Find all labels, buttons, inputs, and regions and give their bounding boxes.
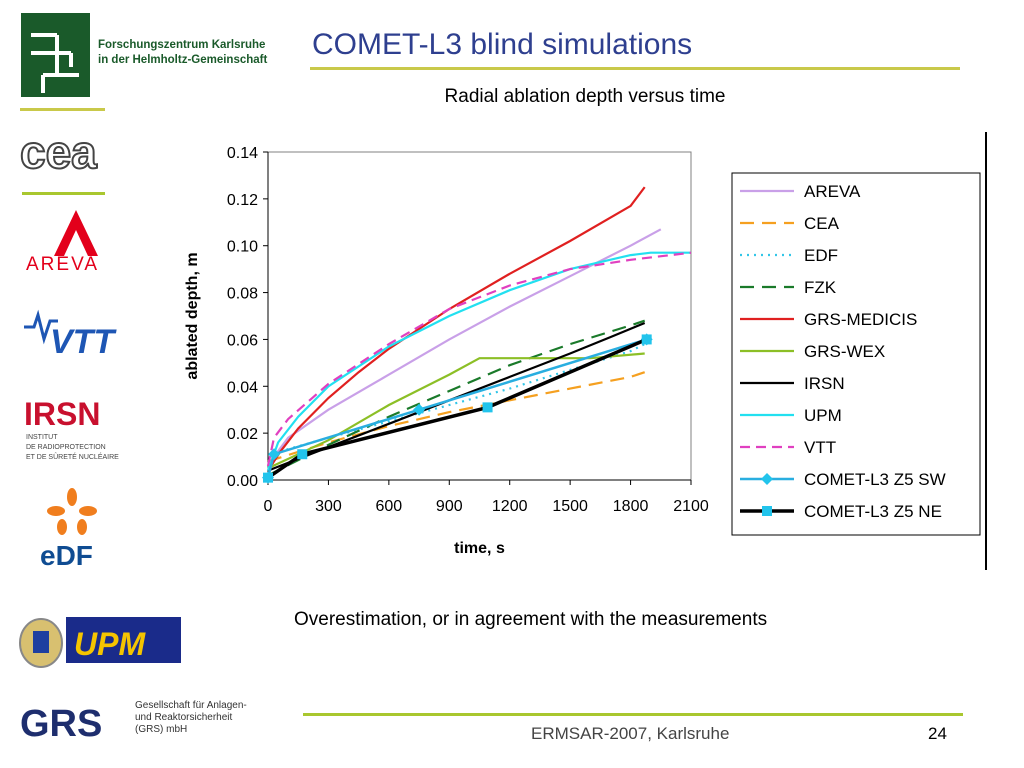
x-tick-label: 0 [264, 498, 273, 515]
x-tick-label: 2100 [673, 498, 709, 515]
chart-title: Radial ablation depth versus time [444, 86, 726, 107]
edf-logo-text: eDF [40, 540, 93, 569]
title-underline [310, 67, 960, 70]
legend-label-comet-l3-z5-sw: COMET-L3 Z5 SW [804, 470, 946, 489]
x-tick-label: 900 [436, 498, 463, 515]
legend-marker [762, 506, 772, 516]
marker-comet-l3-z5-ne [641, 334, 652, 345]
fzk-logo [21, 13, 90, 97]
y-tick-label: 0.10 [227, 239, 258, 256]
legend-label-grs-wex: GRS-WEX [804, 342, 885, 361]
areva-logo-text: AREVA [26, 254, 99, 274]
series-line-upm [266, 251, 691, 471]
grs-line1: Gesellschaft für Anlagen- [135, 700, 247, 711]
marker-comet-l3-z5-ne [482, 402, 493, 413]
y-tick-label: 0.02 [227, 426, 258, 443]
vtt-logo: VTT [22, 305, 148, 362]
fzk-line1: Forschungszentrum Karlsruhe [98, 39, 266, 51]
y-tick-label: 0.14 [227, 145, 258, 162]
areva-logo: AREVA [24, 208, 130, 279]
legend-label-grs-medicis: GRS-MEDICIS [804, 310, 917, 329]
marker-comet-l3-z5-ne [297, 449, 308, 460]
series-line-fzk [267, 319, 646, 477]
cea-logo: cea [19, 125, 110, 179]
grs-logo: GRS [20, 698, 115, 747]
green-divider [22, 192, 105, 195]
upm-logo-text: UPM [74, 626, 146, 662]
irsn-logo: IRSN INSTITUT DE RADIOPROTECTION ET DE S… [24, 393, 128, 470]
vtt-logo-text: VTT [50, 323, 117, 357]
series-line-areva [266, 228, 662, 476]
y-tick-label: 0.12 [227, 192, 258, 209]
series-line-comet-l3-z5-ne [267, 337, 648, 480]
grs-logo-text: GRS [20, 703, 102, 742]
legend-label-irsn: IRSN [804, 374, 845, 393]
x-axis-label: time, s [454, 540, 505, 557]
x-tick-label: 1200 [492, 498, 528, 515]
legend-label-fzk: FZK [804, 278, 837, 297]
legend-label-upm: UPM [804, 406, 842, 425]
y-tick-label: 0.06 [227, 332, 258, 349]
legend-box [731, 172, 981, 536]
series-line-vtt [266, 251, 692, 467]
y-tick-label: 0.00 [227, 473, 258, 490]
cea-logo-text: cea [20, 128, 97, 174]
marker-comet-l3-z5-ne [263, 472, 273, 483]
grs-line3: (GRS) mbH [135, 724, 188, 735]
footer-rule [303, 713, 963, 716]
legend-label-cea: CEA [804, 214, 840, 233]
fzk-divider [20, 108, 105, 111]
x-tick-label: 1800 [613, 498, 649, 515]
y-tick-label: 0.04 [227, 379, 258, 396]
irsn-sub1: INSTITUT [26, 434, 58, 441]
grs-line2: und Reaktorsicherheit [135, 712, 233, 723]
irsn-sub2: DE RADIOPROTECTION [26, 444, 106, 451]
y-axis-label: ablated depth, m [184, 252, 201, 379]
x-tick-label: 600 [376, 498, 403, 515]
legend-label-comet-l3-z5-ne: COMET-L3 Z5 NE [804, 502, 942, 521]
legend-label-areva: AREVA [804, 182, 861, 201]
x-tick-label: 300 [315, 498, 342, 515]
grs-name: Gesellschaft für Anlagen- und Reaktorsic… [135, 700, 247, 736]
irsn-sub3: ET DE SÛRETÉ NUCLÉAIRE [26, 452, 119, 461]
marker-comet-l3-z5-sw [413, 403, 426, 416]
edf-logo: eDF [38, 487, 108, 574]
ablation-chart: 0.00 0.02 0.04 0.06 0.08 0.10 0.12 0.14 0 300 600 9… [184, 145, 981, 557]
legend: AREVA CEA EDF FZK GRS-MEDICIS GRS-WEX IRSN UPM V… [740, 182, 946, 521]
page-number: 24 [928, 724, 947, 743]
upm-seal [18, 617, 64, 674]
axes: 0.00 0.02 0.04 0.06 0.08 0.10 0.12 0.14 0 300 600 9… [227, 145, 709, 515]
series-layer [262, 186, 692, 484]
y-tick-label: 0.08 [227, 286, 258, 303]
plot-area [267, 151, 692, 481]
series-line-grs-medicis [267, 186, 646, 472]
fzk-line2: in der Helmholtz-Gemeinschaft [98, 54, 268, 66]
footer-text: ERMSAR-2007, Karlsruhe [531, 724, 730, 743]
irsn-logo-text: IRSN [24, 396, 100, 432]
conclusion-note: Overestimation, or in agreement with the… [294, 609, 768, 630]
legend-label-edf: EDF [804, 246, 838, 265]
fzk-name: Forschungszentrum Karlsruhe in der Helmh… [98, 38, 267, 68]
right-divider [985, 132, 987, 570]
x-tick-label: 1500 [552, 498, 588, 515]
slide-title: COMET-L3 blind simulations [312, 28, 693, 61]
upm-logo: UPM [66, 617, 181, 663]
series-line-comet-l3-z5-sw [266, 338, 648, 479]
marker-comet-l3-z5-sw [268, 448, 281, 461]
legend-label-vtt: VTT [804, 438, 836, 457]
legend-marker [761, 473, 773, 485]
